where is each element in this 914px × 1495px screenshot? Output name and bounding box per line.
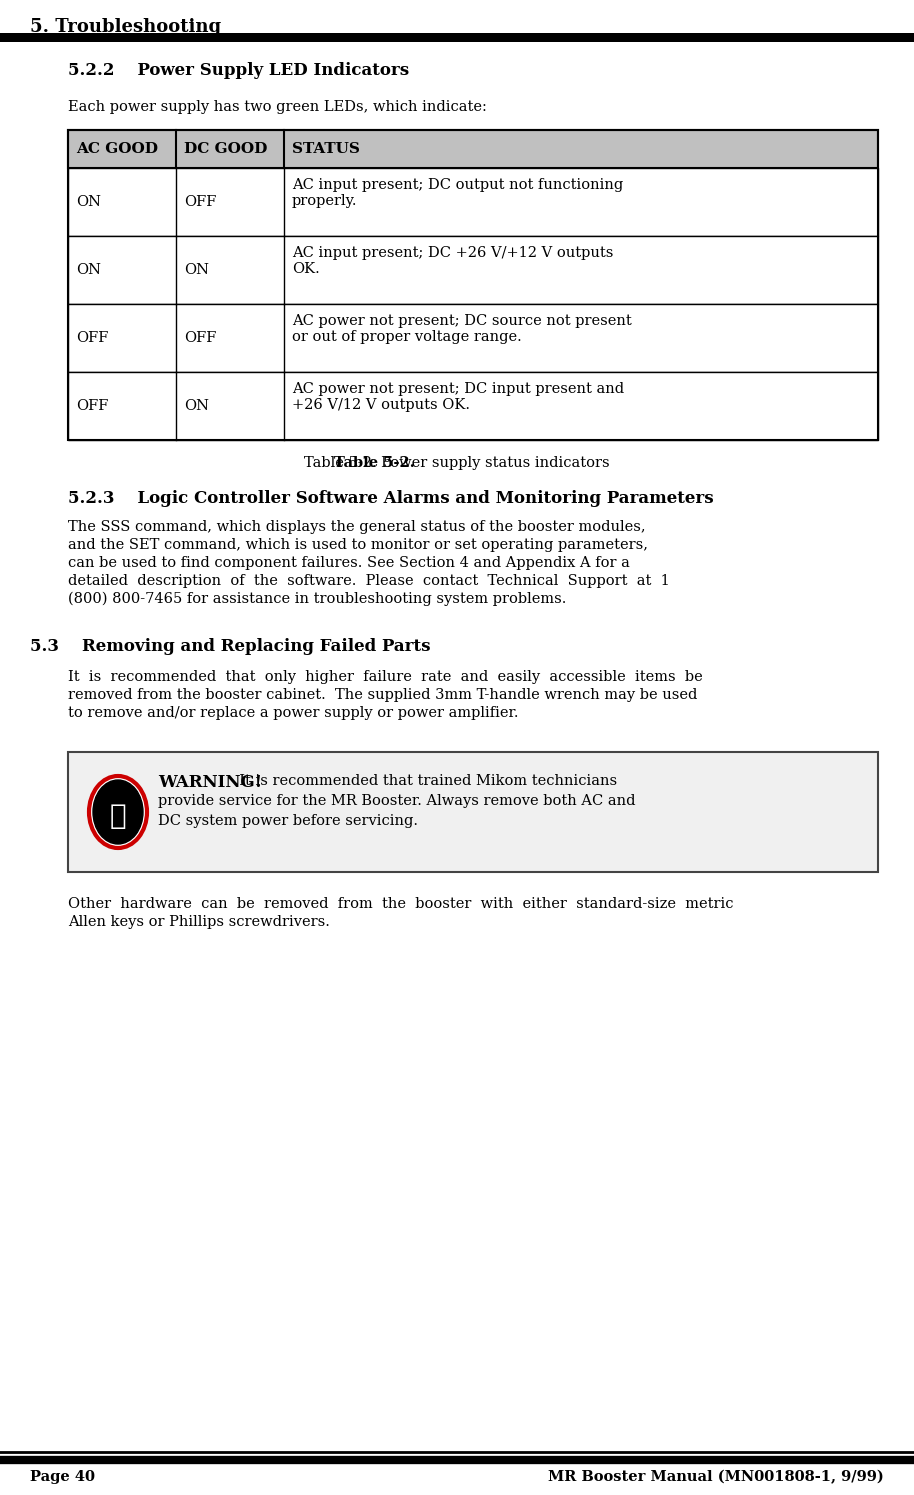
Bar bbox=[68, 167, 878, 236]
Text: MR Booster Manual (MN001808-1, 9/99): MR Booster Manual (MN001808-1, 9/99) bbox=[548, 1470, 884, 1485]
Text: provide service for the MR Booster. Always remove both AC and: provide service for the MR Booster. Alwa… bbox=[158, 794, 635, 807]
Text: 5.2.3    Logic Controller Software Alarms and Monitoring Parameters: 5.2.3 Logic Controller Software Alarms a… bbox=[68, 490, 714, 507]
Text: can be used to find component failures. See Section 4 and Appendix A for a: can be used to find component failures. … bbox=[68, 556, 630, 570]
Text: removed from the booster cabinet.  The supplied 3mm T-handle wrench may be used: removed from the booster cabinet. The su… bbox=[68, 688, 697, 703]
Ellipse shape bbox=[89, 776, 147, 848]
Text: AC GOOD: AC GOOD bbox=[76, 142, 158, 155]
Text: OFF: OFF bbox=[76, 399, 109, 413]
Text: Each power supply has two green LEDs, which indicate:: Each power supply has two green LEDs, wh… bbox=[68, 100, 487, 114]
Text: (800) 800-7465 for assistance in troubleshooting system problems.: (800) 800-7465 for assistance in trouble… bbox=[68, 592, 567, 607]
Text: OFF: OFF bbox=[76, 330, 109, 345]
Text: 5. Troubleshooting: 5. Troubleshooting bbox=[30, 18, 221, 36]
Text: AC input present; DC +26 V/+12 V outputs
OK.: AC input present; DC +26 V/+12 V outputs… bbox=[292, 247, 613, 277]
Text: Allen keys or Phillips screwdrivers.: Allen keys or Phillips screwdrivers. bbox=[68, 915, 330, 928]
Text: ON: ON bbox=[76, 194, 101, 209]
Bar bbox=[68, 372, 878, 440]
Text: It is recommended that trained Mikom technicians: It is recommended that trained Mikom tec… bbox=[230, 774, 617, 788]
Text: Table 5-2.: Table 5-2. bbox=[334, 456, 415, 469]
Text: 🖐: 🖐 bbox=[110, 801, 126, 830]
Text: DC system power before servicing.: DC system power before servicing. bbox=[158, 813, 418, 828]
Text: AC power not present; DC source not present
or out of proper voltage range.: AC power not present; DC source not pres… bbox=[292, 314, 632, 344]
Bar bbox=[68, 752, 878, 872]
Bar bbox=[68, 130, 878, 440]
Text: DC GOOD: DC GOOD bbox=[184, 142, 268, 155]
Text: 5.3    Removing and Replacing Failed Parts: 5.3 Removing and Replacing Failed Parts bbox=[30, 638, 430, 655]
Text: AC power not present; DC input present and
+26 V/12 V outputs OK.: AC power not present; DC input present a… bbox=[292, 383, 624, 413]
Text: ON: ON bbox=[76, 263, 101, 277]
Text: Page 40: Page 40 bbox=[30, 1470, 95, 1485]
Text: ON: ON bbox=[184, 399, 209, 413]
Text: to remove and/or replace a power supply or power amplifier.: to remove and/or replace a power supply … bbox=[68, 706, 518, 721]
Text: STATUS: STATUS bbox=[292, 142, 360, 155]
Text: OFF: OFF bbox=[184, 330, 217, 345]
Text: Other  hardware  can  be  removed  from  the  booster  with  either  standard-si: Other hardware can be removed from the b… bbox=[68, 897, 734, 910]
Ellipse shape bbox=[93, 780, 143, 845]
Bar bbox=[68, 236, 878, 303]
Text: and the SET command, which is used to monitor or set operating parameters,: and the SET command, which is used to mo… bbox=[68, 538, 648, 552]
Text: Table 5-2. Power supply status indicators: Table 5-2. Power supply status indicator… bbox=[304, 456, 610, 469]
Text: detailed  description  of  the  software.  Please  contact  Technical  Support  : detailed description of the software. Pl… bbox=[68, 574, 670, 588]
Bar bbox=[0, 33, 914, 42]
Text: OFF: OFF bbox=[184, 194, 217, 209]
Bar bbox=[68, 303, 878, 372]
Text: The SSS command, which displays the general status of the booster modules,: The SSS command, which displays the gene… bbox=[68, 520, 645, 534]
Text: WARNING!: WARNING! bbox=[158, 774, 262, 791]
Text: 5.2.2    Power Supply LED Indicators: 5.2.2 Power Supply LED Indicators bbox=[68, 61, 409, 79]
Text: ON: ON bbox=[184, 263, 209, 277]
Bar bbox=[68, 130, 878, 167]
Text: It  is  recommended  that  only  higher  failure  rate  and  easily  accessible : It is recommended that only higher failu… bbox=[68, 670, 703, 685]
Text: AC input present; DC output not functioning
properly.: AC input present; DC output not function… bbox=[292, 178, 623, 208]
